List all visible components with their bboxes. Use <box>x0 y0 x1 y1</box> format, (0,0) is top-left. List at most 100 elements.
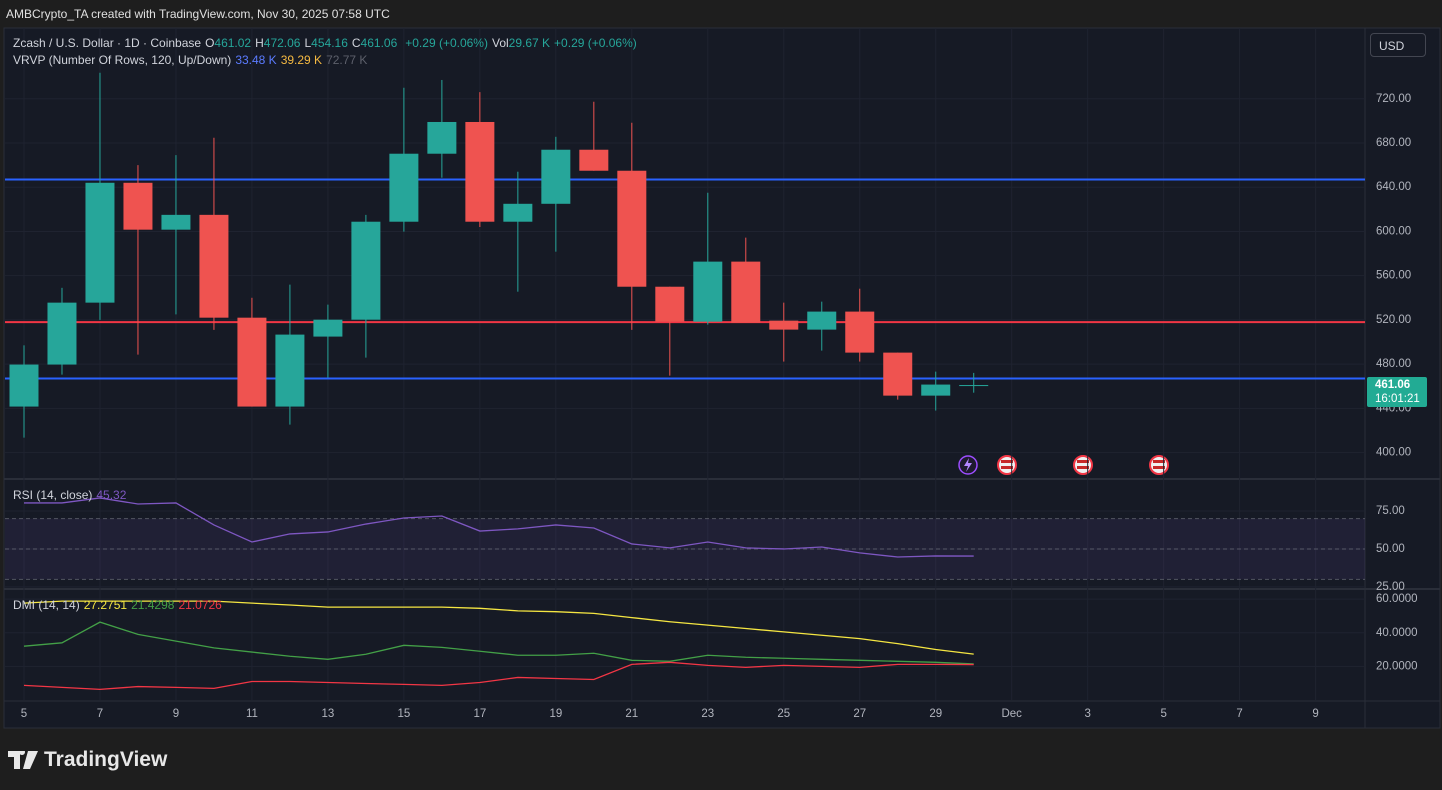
x-tick-label: 29 <box>929 708 942 720</box>
vrvp-value: 39.29 K <box>280 53 323 67</box>
candle-body <box>769 320 799 330</box>
y-tick-label: 520.00 <box>1376 314 1411 326</box>
ohlc-label: L <box>304 36 312 50</box>
y-tick-label: 20.0000 <box>1376 660 1418 672</box>
ohlc-value: 461.06 <box>360 36 398 50</box>
candle-body <box>123 182 153 230</box>
x-tick-label: 15 <box>397 708 410 720</box>
candle-body <box>579 149 609 171</box>
x-tick-label: 3 <box>1084 708 1090 720</box>
x-tick-label: 7 <box>97 708 103 720</box>
y-tick-label: 680.00 <box>1376 137 1411 149</box>
candle-body <box>351 221 381 320</box>
ohlc-label: O <box>205 36 215 50</box>
candle-body <box>47 302 77 365</box>
countdown-label: 16:01:21 <box>1375 393 1420 405</box>
last-price-label: 461.06 <box>1375 379 1410 391</box>
candle-body <box>161 214 191 230</box>
volume-label: Vol <box>491 36 509 50</box>
event-icon[interactable] <box>997 455 1017 475</box>
y-tick-label: 480.00 <box>1376 358 1411 370</box>
rsi-value: 45.32 <box>96 488 127 502</box>
candle-body <box>655 286 685 322</box>
event-icon[interactable] <box>1073 455 1093 475</box>
candle-body <box>959 385 989 387</box>
vrvp-legend: VRVP (Number Of Rows, 120, Up/Down) 33.48… <box>13 53 371 67</box>
event-icons <box>958 455 1169 475</box>
y-tick-label: 60.0000 <box>1376 593 1418 605</box>
candle-body <box>465 121 495 222</box>
vrvp-value: 72.77 K <box>326 53 368 67</box>
candle-body <box>427 121 457 154</box>
event-icon[interactable] <box>1149 455 1169 475</box>
ohlc: O461.02 H472.06 L454.16 C461.06 <box>205 36 401 50</box>
ohlc-label: C <box>351 36 361 50</box>
x-tick-label: 23 <box>701 708 714 720</box>
x-tick-label: 19 <box>549 708 562 720</box>
last-price-box <box>1367 377 1427 408</box>
dmi-values: 27.2751 21.4298 21.0726 <box>84 598 226 612</box>
x-tick-label: Dec <box>1001 708 1022 720</box>
x-tick-label: 13 <box>322 708 335 720</box>
ohlc-value: 472.06 <box>263 36 301 50</box>
y-tick-label: 720.00 <box>1376 93 1411 105</box>
x-tick-label: 5 <box>21 708 27 720</box>
candle-body <box>313 319 343 337</box>
rsi-legend: RSI (14, close) 45.32 <box>13 488 130 502</box>
candle-body <box>85 182 115 303</box>
header-text: AMBCrypto_TA created with TradingView.co… <box>6 7 390 21</box>
candle-body <box>845 311 875 353</box>
y-tick-label: 400.00 <box>1376 447 1411 459</box>
dmi-title: DMI (14, 14) <box>13 598 80 612</box>
symbol-legend: Zcash / U.S. Dollar · 1D · Coinbase O461.… <box>13 36 641 50</box>
flag-stripe <box>1001 460 1013 463</box>
volume-change: +0.29 (+0.06%) <box>554 36 637 50</box>
ohlc-value: 461.02 <box>214 36 252 50</box>
x-tick-label: 9 <box>1312 708 1318 720</box>
x-tick-label: 27 <box>853 708 866 720</box>
flag-stripe <box>1077 460 1089 463</box>
vrvp-title: VRVP (Number Of Rows, 120, Up/Down) <box>13 53 232 67</box>
rsi-title: RSI (14, close) <box>13 488 93 502</box>
dmi-value: 21.0726 <box>178 598 222 612</box>
footer-brand: TradingView <box>8 748 167 772</box>
brand-logo <box>8 751 38 769</box>
candle-body <box>275 334 305 407</box>
candle-body <box>389 153 419 222</box>
dmi-value: 21.4298 <box>131 598 175 612</box>
y-tick-label: 560.00 <box>1376 270 1411 282</box>
y-tick-label: 75.00 <box>1376 505 1405 517</box>
ohlc-label: H <box>255 36 264 50</box>
flag-stripe <box>1001 466 1013 469</box>
candle-body <box>237 317 267 407</box>
flag-stripe <box>1077 466 1089 469</box>
flag-stripe <box>1153 460 1165 463</box>
y-tick-label: 25.00 <box>1376 581 1405 593</box>
currency-button[interactable]: USD <box>1370 33 1426 57</box>
indicator-line <box>23 497 974 558</box>
volume: 29.67 K <box>508 36 551 50</box>
candle-body <box>693 261 723 322</box>
candle-body <box>731 261 761 323</box>
dmi-legend: DMI (14, 14) 27.2751 21.4298 21.0726 <box>13 598 230 612</box>
y-tick-label: 40.0000 <box>1376 627 1418 639</box>
change: +0.29 (+0.06%) <box>405 36 488 50</box>
y-tick-label: 600.00 <box>1376 225 1411 237</box>
candle-body <box>199 214 229 318</box>
x-tick-label: 25 <box>777 708 790 720</box>
brand-name: TradingView <box>44 748 168 771</box>
x-tick-label: 11 <box>246 708 258 720</box>
x-tick-label: 9 <box>173 708 179 720</box>
x-tick-label: 21 <box>625 708 638 720</box>
candle-body <box>807 311 837 330</box>
vrvp-value: 33.48 K <box>235 53 277 67</box>
y-tick-label: 640.00 <box>1376 181 1411 193</box>
candle-body <box>541 149 571 204</box>
candle-body <box>883 352 913 396</box>
dmi-value: 27.2751 <box>83 598 128 612</box>
x-tick-label: 17 <box>473 708 486 720</box>
x-tick-label: 7 <box>1236 708 1242 720</box>
flag-stripe <box>1153 466 1165 469</box>
